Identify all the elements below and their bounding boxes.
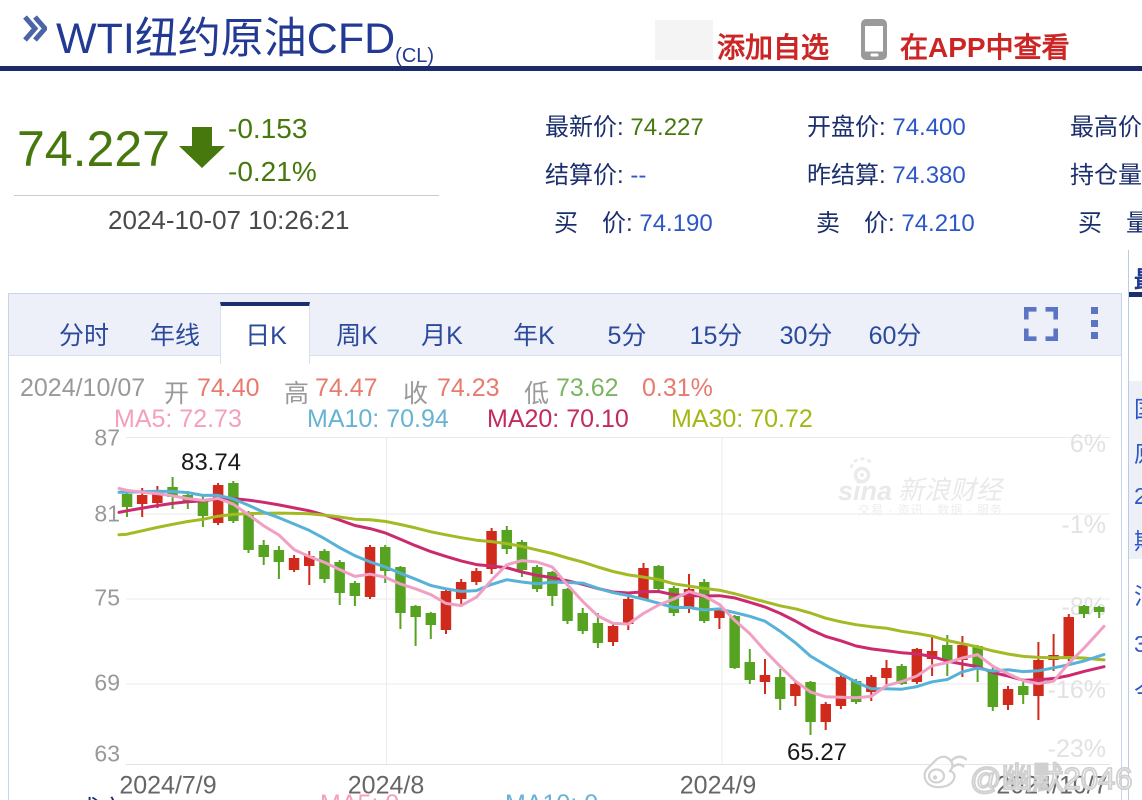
svg-text:6%: 6% (1070, 430, 1106, 458)
svg-text:65.27: 65.27 (787, 739, 847, 766)
svg-text:sina: sina (838, 476, 892, 506)
svg-text:83.74: 83.74 (181, 449, 241, 476)
svg-text:-1%: -1% (1062, 511, 1106, 539)
svg-text:新浪财经: 新浪财经 (898, 475, 1005, 505)
svg-text:交易 · 资讯 · 数据 · 服务: 交易 · 资讯 · 数据 · 服务 (858, 502, 1003, 517)
svg-text:-23%: -23% (1048, 735, 1106, 763)
svg-text:-16%: -16% (1048, 676, 1106, 704)
